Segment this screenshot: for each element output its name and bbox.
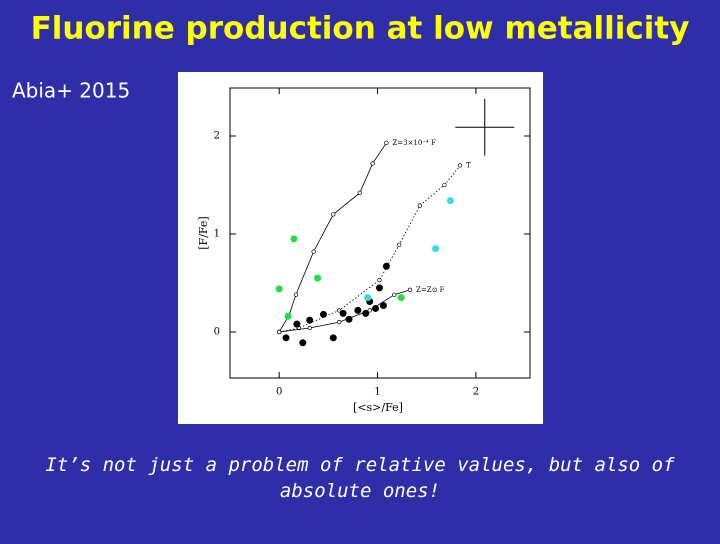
- data-point: [432, 245, 440, 253]
- line-label: Z=Z⊙ F: [416, 286, 445, 294]
- model-point: [337, 320, 342, 325]
- model-point: [337, 308, 342, 313]
- model-point: [311, 249, 316, 254]
- model-point: [458, 163, 463, 168]
- line-label: Z=3×10⁻⁴ F: [392, 139, 436, 147]
- model-point: [357, 190, 362, 195]
- data-point: [299, 339, 307, 347]
- data-point: [293, 320, 301, 328]
- citation: Abia+ 2015: [12, 79, 130, 103]
- x-tick-label: 1: [374, 387, 380, 398]
- model-point: [442, 182, 447, 188]
- data-point: [345, 315, 353, 323]
- model-point: [397, 242, 402, 247]
- y-tick-label: 1: [214, 228, 220, 239]
- model-point: [384, 140, 389, 146]
- y-axis-label: [F/Fe]: [197, 216, 210, 249]
- y-tick-label: 0: [214, 326, 220, 337]
- data-point: [339, 309, 347, 317]
- plot-frame: [229, 87, 531, 379]
- data-point: [379, 302, 387, 309]
- data-point: [372, 304, 380, 312]
- data-point: [446, 197, 454, 205]
- model-point: [331, 212, 336, 217]
- model-point: [307, 325, 312, 331]
- data-point: [362, 309, 370, 317]
- model-point: [392, 292, 397, 297]
- data-point: [282, 334, 290, 342]
- model-point: [277, 329, 282, 335]
- model-point: [367, 308, 372, 313]
- data-point: [397, 294, 405, 302]
- model-line: [278, 142, 387, 333]
- caption: It’s not just a problem of relative valu…: [45, 454, 675, 502]
- model-point: [407, 287, 413, 292]
- data-point: [354, 306, 362, 314]
- data-point: [364, 294, 372, 302]
- data-point: [306, 316, 314, 324]
- data-point: [376, 284, 384, 292]
- data-point: [284, 312, 292, 320]
- data-point: [314, 274, 322, 282]
- data-point: [382, 262, 390, 270]
- data-point: [275, 285, 283, 293]
- y-tick-label: 2: [214, 131, 220, 142]
- caption-box: It’s not just a problem of relative valu…: [45, 454, 675, 502]
- x-axis-label: [<s>/Fe]: [353, 401, 403, 414]
- model-line: [279, 289, 411, 333]
- data-point: [290, 235, 298, 243]
- model-point: [370, 161, 375, 166]
- model-point: [417, 203, 422, 208]
- model-point: [377, 277, 382, 283]
- data-point: [329, 334, 337, 342]
- x-tick-label: 0: [276, 387, 282, 398]
- line-label: T: [466, 161, 471, 169]
- model-point: [293, 292, 299, 297]
- slide-title: Fluorine production at low metallicity: [31, 11, 690, 47]
- data-point: [319, 310, 327, 318]
- x-tick-label: 2: [473, 387, 479, 398]
- chart-panel: [178, 72, 543, 424]
